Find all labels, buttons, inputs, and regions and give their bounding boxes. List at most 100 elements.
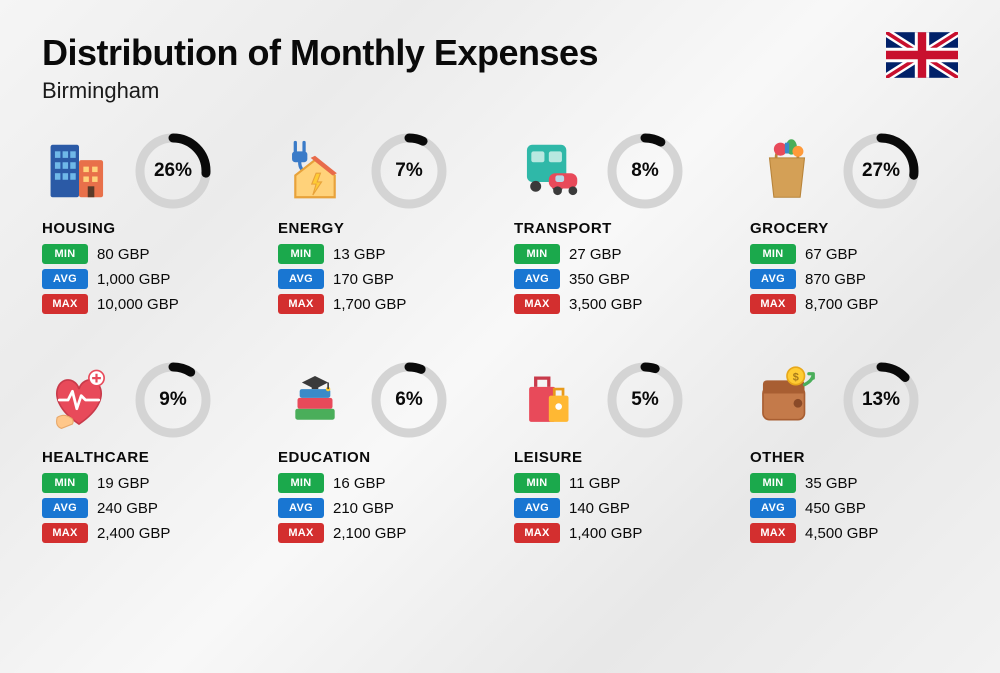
stat-max: MAX 10,000 GBP — [42, 294, 250, 314]
stat-max: MAX 1,400 GBP — [514, 523, 722, 543]
leisure-icon — [514, 363, 588, 437]
min-value: 13 GBP — [333, 246, 386, 263]
avg-value: 170 GBP — [333, 271, 394, 288]
category-name: TRANSPORT — [514, 220, 722, 237]
stat-min: MIN 16 GBP — [278, 473, 486, 493]
uk-flag-icon — [886, 32, 958, 78]
min-badge: MIN — [42, 244, 88, 264]
page-subtitle: Birmingham — [42, 78, 598, 104]
avg-badge: AVG — [42, 498, 88, 518]
avg-badge: AVG — [514, 269, 560, 289]
max-badge: MAX — [750, 523, 796, 543]
max-value: 4,500 GBP — [805, 525, 878, 542]
healthcare-icon — [42, 363, 116, 437]
pct-donut: 6% — [370, 361, 448, 439]
min-badge: MIN — [750, 473, 796, 493]
avg-badge: AVG — [42, 269, 88, 289]
min-badge: MIN — [514, 473, 560, 493]
pct-donut: 27% — [842, 132, 920, 210]
avg-badge: AVG — [514, 498, 560, 518]
avg-value: 450 GBP — [805, 500, 866, 517]
stat-max: MAX 4,500 GBP — [750, 523, 958, 543]
max-badge: MAX — [42, 294, 88, 314]
stat-avg: AVG 240 GBP — [42, 498, 250, 518]
stat-min: MIN 35 GBP — [750, 473, 958, 493]
stat-min: MIN 67 GBP — [750, 244, 958, 264]
expense-grid: 26% HOUSING MIN 80 GBP AVG 1,000 GBP MAX… — [42, 132, 958, 548]
expense-card-transport: 8% TRANSPORT MIN 27 GBP AVG 350 GBP MAX … — [514, 132, 722, 319]
category-name: HEALTHCARE — [42, 449, 250, 466]
min-value: 11 GBP — [569, 475, 620, 492]
pct-donut: 13% — [842, 361, 920, 439]
max-value: 2,100 GBP — [333, 525, 406, 542]
title-block: Distribution of Monthly Expenses Birming… — [42, 32, 598, 104]
stat-max: MAX 3,500 GBP — [514, 294, 722, 314]
avg-value: 140 GBP — [569, 500, 630, 517]
pct-label: 9% — [134, 361, 212, 439]
stat-avg: AVG 210 GBP — [278, 498, 486, 518]
max-value: 10,000 GBP — [97, 296, 179, 313]
pct-donut: 8% — [606, 132, 684, 210]
pct-donut: 7% — [370, 132, 448, 210]
max-badge: MAX — [514, 523, 560, 543]
avg-value: 1,000 GBP — [97, 271, 170, 288]
stat-avg: AVG 450 GBP — [750, 498, 958, 518]
expense-card-housing: 26% HOUSING MIN 80 GBP AVG 1,000 GBP MAX… — [42, 132, 250, 319]
max-badge: MAX — [278, 523, 324, 543]
stat-min: MIN 80 GBP — [42, 244, 250, 264]
pct-donut: 9% — [134, 361, 212, 439]
stat-avg: AVG 870 GBP — [750, 269, 958, 289]
stat-max: MAX 2,400 GBP — [42, 523, 250, 543]
stat-min: MIN 13 GBP — [278, 244, 486, 264]
stat-avg: AVG 170 GBP — [278, 269, 486, 289]
expense-card-leisure: 5% LEISURE MIN 11 GBP AVG 140 GBP MAX 1,… — [514, 361, 722, 548]
education-icon — [278, 363, 352, 437]
stat-min: MIN 27 GBP — [514, 244, 722, 264]
pct-donut: 26% — [134, 132, 212, 210]
avg-badge: AVG — [750, 498, 796, 518]
min-badge: MIN — [278, 244, 324, 264]
expense-card-other: $ 13% OTHER MIN 35 GBP AVG 450 GBP MAX 4… — [750, 361, 958, 548]
avg-value: 210 GBP — [333, 500, 394, 517]
other-icon: $ — [750, 363, 824, 437]
avg-value: 870 GBP — [805, 271, 866, 288]
max-badge: MAX — [278, 294, 324, 314]
pct-label: 8% — [606, 132, 684, 210]
stat-min: MIN 11 GBP — [514, 473, 722, 493]
stat-avg: AVG 1,000 GBP — [42, 269, 250, 289]
min-value: 67 GBP — [805, 246, 858, 263]
pct-label: 13% — [842, 361, 920, 439]
stat-max: MAX 1,700 GBP — [278, 294, 486, 314]
pct-label: 6% — [370, 361, 448, 439]
expense-card-education: 6% EDUCATION MIN 16 GBP AVG 210 GBP MAX … — [278, 361, 486, 548]
svg-text:$: $ — [793, 371, 799, 383]
expense-card-grocery: 27% GROCERY MIN 67 GBP AVG 870 GBP MAX 8… — [750, 132, 958, 319]
avg-badge: AVG — [278, 269, 324, 289]
category-name: GROCERY — [750, 220, 958, 237]
transport-icon — [514, 134, 588, 208]
category-name: OTHER — [750, 449, 958, 466]
category-name: LEISURE — [514, 449, 722, 466]
header: Distribution of Monthly Expenses Birming… — [42, 32, 958, 104]
stat-avg: AVG 350 GBP — [514, 269, 722, 289]
max-badge: MAX — [750, 294, 796, 314]
avg-badge: AVG — [278, 498, 324, 518]
housing-icon — [42, 134, 116, 208]
category-name: EDUCATION — [278, 449, 486, 466]
avg-value: 350 GBP — [569, 271, 630, 288]
min-value: 80 GBP — [97, 246, 150, 263]
max-value: 8,700 GBP — [805, 296, 878, 313]
max-value: 2,400 GBP — [97, 525, 170, 542]
max-value: 1,400 GBP — [569, 525, 642, 542]
pct-donut: 5% — [606, 361, 684, 439]
min-value: 19 GBP — [97, 475, 150, 492]
pct-label: 26% — [134, 132, 212, 210]
expense-card-energy: 7% ENERGY MIN 13 GBP AVG 170 GBP MAX 1,7… — [278, 132, 486, 319]
stat-max: MAX 8,700 GBP — [750, 294, 958, 314]
max-value: 3,500 GBP — [569, 296, 642, 313]
stat-max: MAX 2,100 GBP — [278, 523, 486, 543]
category-name: HOUSING — [42, 220, 250, 237]
min-value: 35 GBP — [805, 475, 858, 492]
max-badge: MAX — [42, 523, 88, 543]
max-badge: MAX — [514, 294, 560, 314]
